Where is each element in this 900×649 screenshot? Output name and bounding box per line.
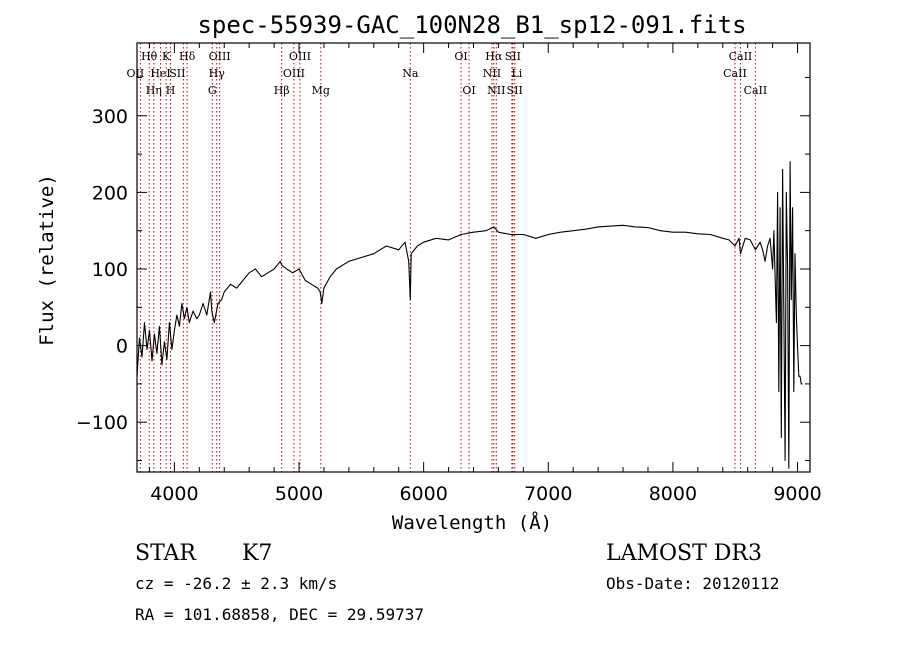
y-tick-label: 100: [92, 259, 128, 281]
survey-name: LAMOST DR3: [606, 541, 762, 566]
spectral-line-label: Li: [511, 67, 522, 80]
spectral-line-label: CaII: [729, 50, 753, 63]
spectral-line-label: Mg: [312, 84, 330, 97]
obs-date-text: Obs-Date: 20120112: [606, 574, 779, 593]
x-tick-label: 4000: [150, 483, 198, 505]
redshift-text: cz = -26.2 ± 2.3 km/s: [135, 574, 337, 593]
spectral-line-label: HeI: [150, 67, 170, 80]
spectral-line-label: NII: [483, 67, 501, 80]
spectrum-line: [136, 161, 803, 469]
y-tick-label: −100: [76, 412, 128, 434]
spectral-line-label: OIII: [209, 50, 231, 63]
x-tick-label: 6000: [399, 483, 447, 505]
spectral-line-label: CaII: [744, 84, 768, 97]
plot-frame: [136, 42, 811, 473]
spectral-line-label: NII: [487, 84, 505, 97]
spectral-line-label: SII: [505, 50, 521, 63]
coordinates-text: RA = 101.68858, DEC = 29.59737: [135, 605, 424, 624]
spectral-line-label: G: [208, 84, 217, 97]
spectral-line-label: OIII: [283, 67, 305, 80]
spectral-line-label: Hη: [146, 84, 162, 97]
spectral-line-label: H: [166, 84, 176, 97]
y-tick-label: 0: [116, 336, 128, 358]
spectral-line-label: OI: [454, 50, 467, 63]
spectral-line-label: OIII: [289, 50, 311, 63]
spectral-line-label: SII: [507, 84, 523, 97]
chart-title: spec-55939-GAC_100N28_B1_sp12-091.fits: [197, 11, 746, 39]
x-axis-label: Wavelength (Å): [392, 511, 552, 534]
x-tick-label: 9000: [773, 483, 821, 505]
x-axis-ticks: 4000 5000 6000 7000 8000 9000: [148, 43, 822, 505]
spectral-line-label: SII: [169, 67, 185, 80]
y-axis-ticks: −100 0 100 200 300: [76, 76, 810, 462]
x-tick-label: 7000: [524, 483, 572, 505]
spectral-line-label: OI: [462, 84, 475, 97]
spectral-line-label: Hβ: [274, 84, 290, 97]
object-class: STAR: [135, 541, 197, 566]
spectral-line-label: Na: [402, 67, 419, 80]
x-tick-label: 8000: [649, 483, 697, 505]
y-axis-label: Flux (relative): [36, 174, 58, 346]
x-tick-label: 5000: [275, 483, 323, 505]
spectral-line-label: Hγ: [209, 67, 226, 80]
y-tick-label: 300: [92, 106, 128, 128]
object-subclass: K7: [242, 541, 272, 566]
spectral-line-label: CaII: [723, 67, 747, 80]
spectral-line-labels: OII Hθ Hη HeI K H SII Hδ G Hγ OIII Hβ OIII OIII Mg Na OI…: [127, 50, 768, 97]
spectral-line-label: K: [162, 50, 171, 63]
spectral-line-markers: [139, 43, 756, 472]
spectral-line-label: Hδ: [179, 50, 196, 63]
spectral-line-label: OII: [127, 67, 145, 80]
spectral-line-label: Hα: [485, 50, 503, 63]
spectral-line-label: Hθ: [141, 50, 158, 63]
y-tick-label: 200: [92, 182, 128, 204]
